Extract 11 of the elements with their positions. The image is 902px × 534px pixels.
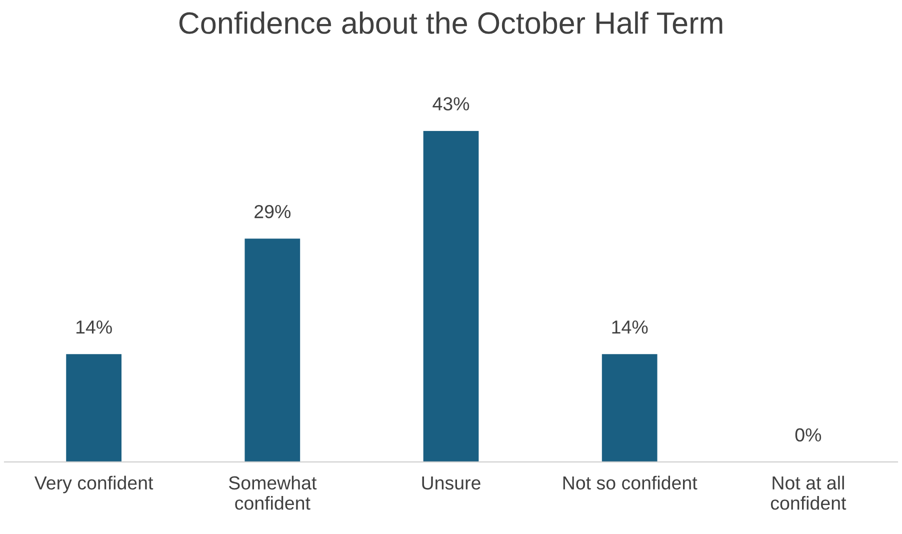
x-tick-label: Unsure bbox=[422, 476, 480, 490]
data-label: 14% bbox=[76, 320, 112, 334]
x-tick-label: Very confident bbox=[34, 476, 154, 494]
data-label: 29% bbox=[254, 204, 290, 218]
x-tick-label: Not at all confident bbox=[770, 476, 846, 510]
x-tick-label: Not so confident bbox=[563, 476, 698, 490]
data-label: 0% bbox=[795, 428, 822, 442]
chart-title: Confidence about the October Half Term bbox=[179, 11, 722, 34]
data-label: 14% bbox=[612, 320, 648, 334]
data-label: 43% bbox=[432, 97, 470, 110]
x-tick-label: Somewhat confident bbox=[228, 476, 317, 510]
